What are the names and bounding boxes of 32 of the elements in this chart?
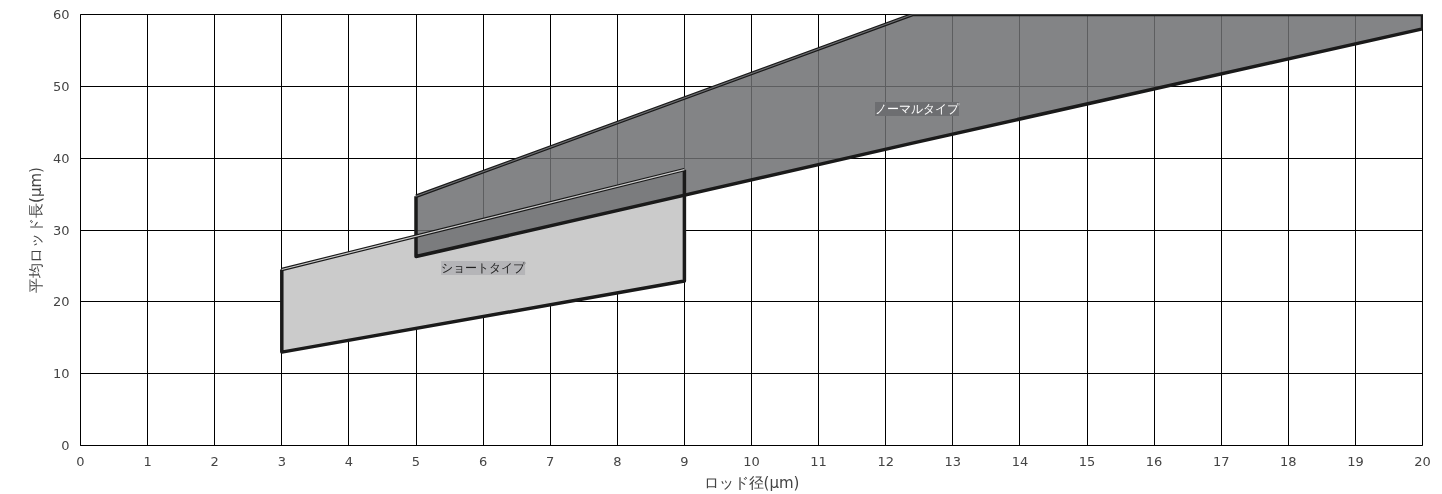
x-tick-label: 8	[613, 453, 622, 469]
y-tick-label: 30	[52, 222, 70, 238]
text: ノーマルタイプ	[875, 101, 961, 116]
text: ショートタイプ	[441, 261, 527, 276]
x-tick-label: 20	[1414, 453, 1431, 469]
x-axis-title: ロッド径(μm)	[703, 473, 800, 492]
x-tick-label: 4	[344, 453, 354, 469]
y-tick-label: 40	[52, 150, 70, 166]
x-tick-label: 3	[277, 453, 286, 469]
x-tick-label: 5	[411, 453, 421, 469]
x-tick-label: 15	[1078, 453, 1096, 469]
y-tick-label: 0	[61, 438, 70, 453]
x-tick-label: 17	[1212, 453, 1230, 469]
y-tick-label: 20	[52, 294, 70, 310]
x-tick-label: 14	[1011, 453, 1029, 469]
x-tick-label: 1	[143, 453, 152, 469]
x-tick-label: 16	[1145, 453, 1163, 469]
x-tick-label: 11	[810, 453, 827, 469]
y-tick-label: 50	[52, 78, 70, 94]
x-tick-label: 12	[877, 453, 894, 469]
x-tick-label: 13	[944, 453, 962, 469]
y-tick-label: 60	[52, 7, 70, 22]
x-tick-label: 18	[1280, 453, 1297, 469]
x-tick-label: 9	[680, 453, 689, 469]
y-axis-title: 平均ロッド長(μm)	[26, 167, 45, 293]
x-tick-label: 0	[76, 453, 85, 469]
x-tick-label: 2	[210, 453, 219, 469]
x-tick-label: 19	[1347, 453, 1364, 469]
x-tick-label: 6	[478, 453, 488, 469]
x-tick-label: 10	[743, 453, 760, 469]
x-tick-label: 7	[546, 453, 555, 469]
y-tick-label: 10	[52, 366, 70, 382]
